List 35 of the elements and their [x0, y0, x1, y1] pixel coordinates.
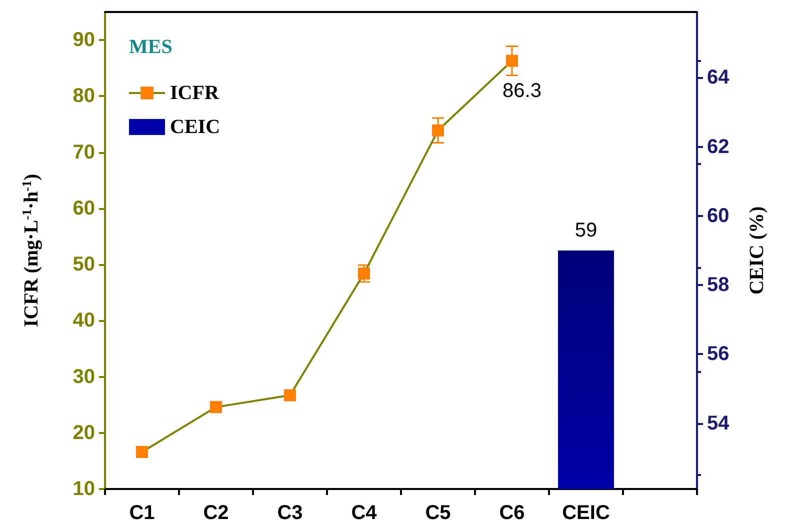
- y2-tick-label: 62: [707, 136, 730, 158]
- text: MES: [129, 36, 172, 58]
- x-tick-label: C5: [425, 502, 451, 524]
- y-tick-label: 70: [72, 141, 95, 164]
- y-tick-label: 10: [72, 478, 95, 500]
- y-axis-title: ICFR (mg·L-1·h-1): [19, 174, 42, 328]
- y2-tick-label: 58: [707, 274, 730, 296]
- y-tick-label: 60: [72, 197, 95, 220]
- point: [284, 389, 296, 402]
- y-tick-label: 90: [72, 29, 95, 52]
- x-tick-label: C3: [277, 502, 303, 524]
- x-tick-label: CEIC: [562, 502, 610, 524]
- x-tick-label: C4: [351, 502, 378, 524]
- data-label: 59: [574, 220, 598, 242]
- y-tick-label: 50: [72, 254, 95, 276]
- legend-label: CEIC: [170, 116, 220, 138]
- data-label: 86.3: [502, 80, 542, 102]
- x-tick-label: C6: [499, 502, 525, 524]
- y2-tick-label: 56: [707, 343, 730, 366]
- y2-tick-label: 60: [707, 204, 730, 227]
- y2-tick-label: 64: [707, 66, 730, 89]
- point: [136, 446, 148, 458]
- y-tick-label: 30: [72, 366, 95, 388]
- point: [358, 268, 370, 280]
- point: [506, 54, 518, 67]
- legend-label: ICFR: [170, 82, 220, 104]
- x-tick-label: C2: [203, 502, 229, 524]
- y2-axis-title: CEIC (%): [746, 206, 768, 295]
- y-tick-label: 20: [72, 422, 95, 444]
- y-tick-label: 80: [72, 85, 95, 108]
- y2-tick-label: 54: [707, 412, 730, 434]
- point: [432, 124, 444, 136]
- x-tick-label: C1: [129, 502, 155, 524]
- point: [210, 401, 222, 414]
- y-tick-label: 40: [72, 310, 95, 332]
